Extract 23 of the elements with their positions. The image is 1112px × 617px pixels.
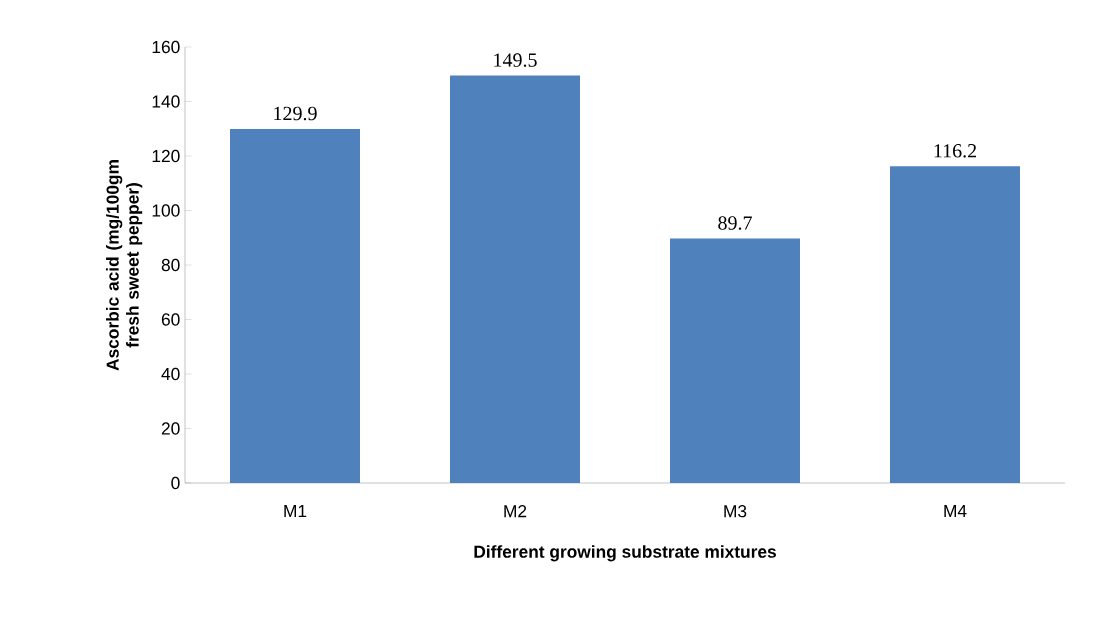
- y-axis-title: Ascorbic acid (mg/100gm fresh sweet pepper): [106, 160, 143, 371]
- data-label: 149.5: [494, 53, 537, 67]
- y-tick-label: 140: [152, 95, 180, 108]
- x-tick-label: M1: [284, 505, 307, 517]
- bar: [450, 75, 581, 483]
- y-tick-label: 120: [152, 149, 180, 163]
- x-tick-label: M4: [944, 505, 967, 517]
- data-label: 116.2: [934, 144, 977, 158]
- y-tick-label: 20: [161, 422, 180, 435]
- data-label: 129.9: [274, 106, 317, 121]
- y-tick-label: 160: [152, 40, 180, 54]
- x-tick-label: M3: [724, 505, 747, 518]
- bar: [890, 166, 1021, 483]
- bar: [670, 238, 801, 483]
- y-tick-label: 60: [161, 313, 180, 326]
- y-tick-label: 100: [152, 204, 180, 217]
- data-label: 89.7: [718, 216, 752, 230]
- y-tick-label: 80: [161, 258, 180, 272]
- y-tick-label: 40: [161, 367, 180, 381]
- x-tick-label: M2: [504, 505, 527, 518]
- y-tick-label: 0: [171, 476, 180, 490]
- x-axis-title: Different growing substrate mixtures: [474, 545, 776, 562]
- bar: [230, 129, 360, 483]
